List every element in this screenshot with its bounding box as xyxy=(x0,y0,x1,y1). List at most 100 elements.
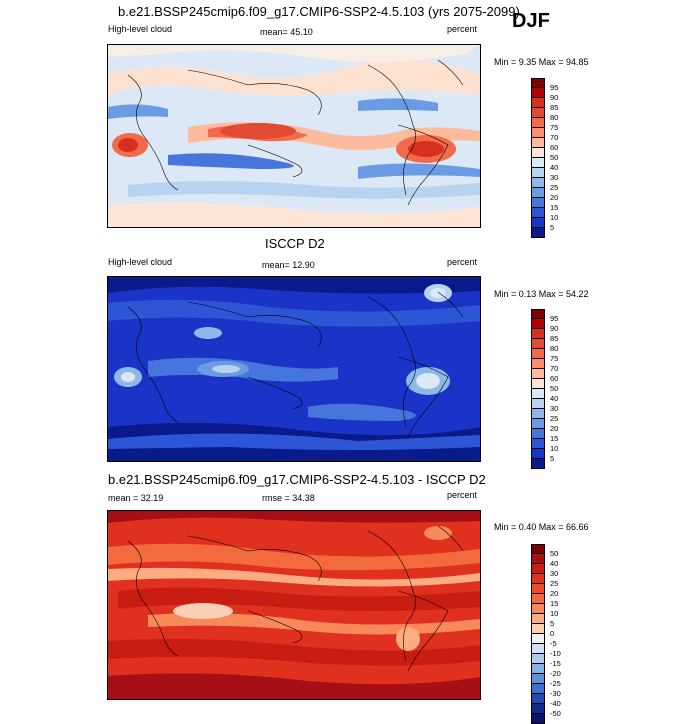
panel-diff-units: percent xyxy=(447,490,478,500)
panel-diff-rmse: rmse = 34.38 xyxy=(262,493,315,503)
colorbar-swatch xyxy=(531,594,545,604)
colorbar-swatch xyxy=(531,218,545,228)
colorbar-tick-label: 50 xyxy=(550,549,559,558)
colorbar-tick-label: -5 xyxy=(550,639,557,648)
colorbar-tick-label: 25 xyxy=(550,183,559,192)
colorbar-tick-label: 50 xyxy=(550,153,559,162)
colorbar-tick-label: 30 xyxy=(550,173,559,182)
colorbar-tick-label: 15 xyxy=(550,599,559,608)
colorbar-swatch xyxy=(531,369,545,379)
colorbar-swatch xyxy=(531,419,545,429)
map-diff xyxy=(107,510,481,700)
colorbar-tick-label: 10 xyxy=(550,609,559,618)
colorbar-swatch xyxy=(531,604,545,614)
colorbar-swatch xyxy=(531,309,545,319)
colorbar-tick-label: 10 xyxy=(550,444,559,453)
colorbar-tick-label: 95 xyxy=(550,83,559,92)
colorbar-swatch xyxy=(531,614,545,624)
map-obs xyxy=(107,276,481,462)
colorbar-tick-label: 25 xyxy=(550,414,559,423)
season-label: DJF xyxy=(512,10,550,32)
colorbar-swatch xyxy=(531,339,545,349)
colorbar-tick-label: 70 xyxy=(550,133,559,142)
panel-model-mean: mean= 45.10 xyxy=(260,27,313,37)
colorbar-swatch xyxy=(531,128,545,138)
colorbar-tick-label: 90 xyxy=(550,324,559,333)
colorbar-tick-label: 40 xyxy=(550,163,559,172)
colorbar-tick-label: 20 xyxy=(550,193,559,202)
panel-obs-mean: mean= 12.90 xyxy=(262,260,315,270)
colorbar-swatch xyxy=(531,399,545,409)
colorbar-swatch xyxy=(531,168,545,178)
colorbar-swatch xyxy=(531,88,545,98)
map-model xyxy=(107,44,481,228)
colorbar-swatch xyxy=(531,78,545,88)
colorbar-swatch xyxy=(531,664,545,674)
colorbar-swatch xyxy=(531,158,545,168)
colorbar-tick-label: 5 xyxy=(550,223,555,232)
colorbar-swatch xyxy=(531,429,545,439)
colorbar-swatch xyxy=(531,574,545,584)
colorbar-swatch xyxy=(531,684,545,694)
colorbar-tick-label: 40 xyxy=(550,394,559,403)
colorbar-tick-label: 80 xyxy=(550,344,559,353)
colorbar-tick-label: -30 xyxy=(550,689,561,698)
colorbar-tick-label: 5 xyxy=(550,454,555,463)
colorbar-swatch xyxy=(531,228,545,238)
colorbar-tick-label: -25 xyxy=(550,679,561,688)
colorbar-swatch xyxy=(531,98,545,108)
colorbar-swatch xyxy=(531,644,545,654)
panel-diff-mean: mean = 32.19 xyxy=(108,493,164,503)
colorbar-tick-label: -50 xyxy=(550,709,561,718)
colorbar-swatch xyxy=(531,349,545,359)
colorbar-tick-label: 20 xyxy=(550,424,559,433)
colorbar-tick-label: 20 xyxy=(550,589,559,598)
colorbar-tick-label: 75 xyxy=(550,354,559,363)
panel-diff-minmax: Min = 0.40 Max = 66.66 xyxy=(494,522,589,532)
colorbar-swatch xyxy=(531,564,545,574)
colorbar-tick-label: 30 xyxy=(550,569,559,578)
panel-model-minmax: Min = 9.35 Max = 94.85 xyxy=(494,57,589,67)
colorbar-swatch xyxy=(531,108,545,118)
colorbar-tick-label: 75 xyxy=(550,123,559,132)
colorbar-tick-label: 85 xyxy=(550,103,559,112)
colorbar-swatch xyxy=(531,198,545,208)
colorbar-tick-label: 60 xyxy=(550,143,559,152)
colorbar-tick-label: 70 xyxy=(550,364,559,373)
colorbar-swatch xyxy=(531,329,545,339)
colorbar-swatch xyxy=(531,188,545,198)
colorbar-tick-label: 15 xyxy=(550,203,559,212)
colorbar-tick-label: 80 xyxy=(550,113,559,122)
panel-obs-minmax: Min = 0.13 Max = 54.22 xyxy=(494,289,589,299)
colorbar-swatch xyxy=(531,459,545,469)
colorbar-swatch xyxy=(531,694,545,704)
colorbar-swatch xyxy=(531,138,545,148)
colorbar-tick-label: 50 xyxy=(550,384,559,393)
colorbar-tick-label: 85 xyxy=(550,334,559,343)
colorbar-swatch xyxy=(531,634,545,644)
colorbar-swatch xyxy=(531,319,545,329)
colorbar-tick-label: 95 xyxy=(550,314,559,323)
colorbar-swatch xyxy=(531,439,545,449)
colorbar-tick-label: 90 xyxy=(550,93,559,102)
colorbar-swatch xyxy=(531,409,545,419)
colorbar-swatch xyxy=(531,624,545,634)
colorbar-swatch xyxy=(531,379,545,389)
colorbar-tick-label: 40 xyxy=(550,559,559,568)
colorbar-swatch xyxy=(531,208,545,218)
colorbar-tick-label: 25 xyxy=(550,579,559,588)
colorbar-swatch xyxy=(531,554,545,564)
colorbar-swatch xyxy=(531,449,545,459)
colorbar-swatch xyxy=(531,389,545,399)
colorbar-tick-label: -15 xyxy=(550,659,561,668)
colorbar-tick-label: -10 xyxy=(550,649,561,658)
colorbar-swatch xyxy=(531,704,545,714)
colorbar-swatch xyxy=(531,674,545,684)
colorbar-tick-label: -40 xyxy=(550,699,561,708)
colorbar-swatch xyxy=(531,148,545,158)
figure-title: b.e21.BSSP245cmip6.f09_g17.CMIP6-SSP2-4.… xyxy=(118,4,520,19)
colorbar-diff: 50 40 30 25 20 15 10 5 0 -5 -10 -15 -20 -25 -30 -40 -50 xyxy=(531,544,561,724)
colorbar-tick-label: 10 xyxy=(550,213,559,222)
colorbar-tick-label: -20 xyxy=(550,669,561,678)
colorbar-swatch xyxy=(531,118,545,128)
